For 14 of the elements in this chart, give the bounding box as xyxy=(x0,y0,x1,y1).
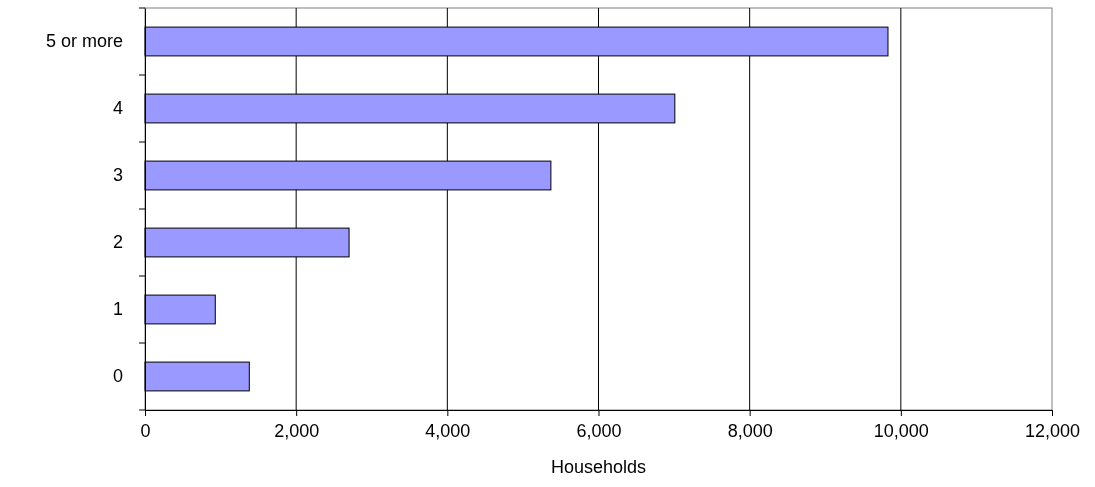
y-tick-label: 2 xyxy=(112,232,123,253)
x-tick-label: 6,000 xyxy=(576,420,622,441)
x-tick-label: 2,000 xyxy=(274,420,320,441)
x-tick-label: 4,000 xyxy=(425,420,471,441)
y-tick-label: 1 xyxy=(112,299,123,320)
x-tick-label: 12,000 xyxy=(1024,420,1081,441)
x-axis-title: Households xyxy=(550,457,647,477)
x-tick-label: 0 xyxy=(140,420,151,441)
y-tick-label: 5 or more xyxy=(45,31,123,52)
y-tick-label: 4 xyxy=(112,98,123,119)
x-tick-label: 8,000 xyxy=(727,420,773,441)
y-tick-label: 3 xyxy=(112,165,123,186)
y-tick-label: 0 xyxy=(112,366,123,387)
x-tick-label: 10,000 xyxy=(873,420,929,441)
